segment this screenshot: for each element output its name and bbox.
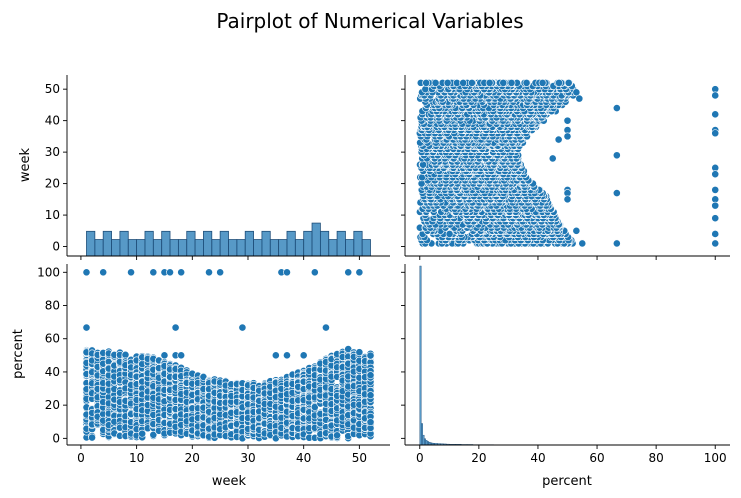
scatter-point bbox=[121, 350, 130, 359]
scatter-point-outlier bbox=[711, 230, 720, 238]
histogram-bar bbox=[236, 239, 246, 257]
scatter-point-outlier bbox=[563, 116, 572, 125]
histogram-bar bbox=[127, 239, 138, 257]
histogram-bar bbox=[228, 239, 238, 257]
scatter-point bbox=[564, 78, 573, 87]
scatter-point-outlier bbox=[711, 239, 720, 248]
scatter-point-outlier bbox=[612, 189, 621, 197]
histogram-bar bbox=[261, 230, 271, 257]
scatter-point bbox=[485, 78, 494, 87]
histogram-bar bbox=[253, 239, 263, 257]
y-tick-label: 30 bbox=[45, 145, 60, 159]
scatter-point-outlier bbox=[563, 195, 572, 204]
scatter-point bbox=[468, 78, 476, 87]
scatter-point bbox=[445, 230, 454, 238]
panel-percent-vs-week-scatter bbox=[401, 75, 730, 260]
scatter-point-outlier bbox=[711, 185, 720, 194]
scatter-point bbox=[499, 78, 508, 87]
histogram-bar bbox=[186, 230, 196, 257]
scatter-point bbox=[459, 78, 468, 87]
scatter-point-outlier bbox=[575, 94, 584, 103]
histogram-bar bbox=[86, 230, 96, 257]
scatter-point-outlier bbox=[711, 214, 720, 223]
y-tick-label: 0 bbox=[52, 240, 60, 254]
histogram-bar bbox=[144, 230, 154, 257]
scatter-point-outlier bbox=[612, 151, 621, 160]
histogram-bar bbox=[269, 239, 280, 257]
histogram-bar bbox=[336, 230, 346, 257]
scatter-point-outlier bbox=[572, 226, 581, 235]
y-tick-label: 20 bbox=[45, 177, 60, 191]
histogram-bar bbox=[211, 239, 221, 257]
histogram-bar bbox=[161, 230, 171, 257]
histogram-bar bbox=[152, 239, 163, 257]
histogram-bar bbox=[169, 239, 179, 257]
panel-week-histogram: 0 10 20 30 40 50 bbox=[45, 75, 390, 260]
histogram-bar bbox=[244, 230, 254, 257]
scatter-point-outlier bbox=[548, 154, 557, 163]
histogram-bar bbox=[353, 230, 363, 257]
scatter-point-outlier bbox=[563, 132, 572, 141]
histogram-bar bbox=[111, 239, 121, 257]
scatter-point bbox=[522, 78, 531, 87]
histogram-bar bbox=[119, 230, 129, 257]
histogram-bar bbox=[194, 239, 204, 257]
scatter-point bbox=[431, 78, 440, 87]
scatter-point bbox=[507, 78, 516, 87]
scatter-point-outlier bbox=[711, 170, 720, 179]
scatter-point-outlier bbox=[612, 239, 621, 248]
scatter-point-outlier bbox=[554, 135, 563, 144]
histogram-bar bbox=[328, 239, 338, 257]
scatter-point bbox=[443, 78, 452, 87]
histogram-bar bbox=[177, 239, 188, 257]
scatter-point bbox=[538, 78, 547, 87]
histogram-bar bbox=[102, 230, 112, 257]
scatter-point-outlier bbox=[711, 91, 720, 100]
y-tick-label: 40 bbox=[45, 114, 60, 128]
histogram-bar bbox=[203, 230, 213, 257]
scatter-point-outlier bbox=[711, 201, 720, 210]
histogram-bar bbox=[303, 230, 313, 257]
histogram-bar bbox=[278, 239, 288, 257]
scatter-point-outlier bbox=[578, 239, 587, 248]
histogram-bar bbox=[294, 239, 305, 257]
scatter-point-outlier bbox=[612, 104, 621, 112]
histogram-bar bbox=[345, 239, 355, 257]
histogram-bar bbox=[94, 239, 104, 257]
scatter-point bbox=[555, 78, 563, 87]
y-tick-label: 50 bbox=[45, 82, 60, 96]
histogram-bar bbox=[219, 230, 229, 257]
histogram-bar bbox=[136, 239, 146, 257]
scatter-point bbox=[88, 433, 96, 442]
scatter-point bbox=[422, 78, 431, 87]
histogram-bar bbox=[286, 230, 296, 257]
histogram-bar bbox=[361, 239, 371, 257]
scatter-point bbox=[138, 429, 147, 438]
histogram-bar bbox=[311, 222, 321, 257]
scatter-point-outlier bbox=[711, 129, 720, 138]
histogram-bar bbox=[319, 230, 330, 257]
chart-title: Pairplot of Numerical Variables bbox=[216, 9, 523, 33]
y-tick-label: 10 bbox=[45, 208, 60, 222]
scatter-point-outlier bbox=[711, 110, 720, 119]
